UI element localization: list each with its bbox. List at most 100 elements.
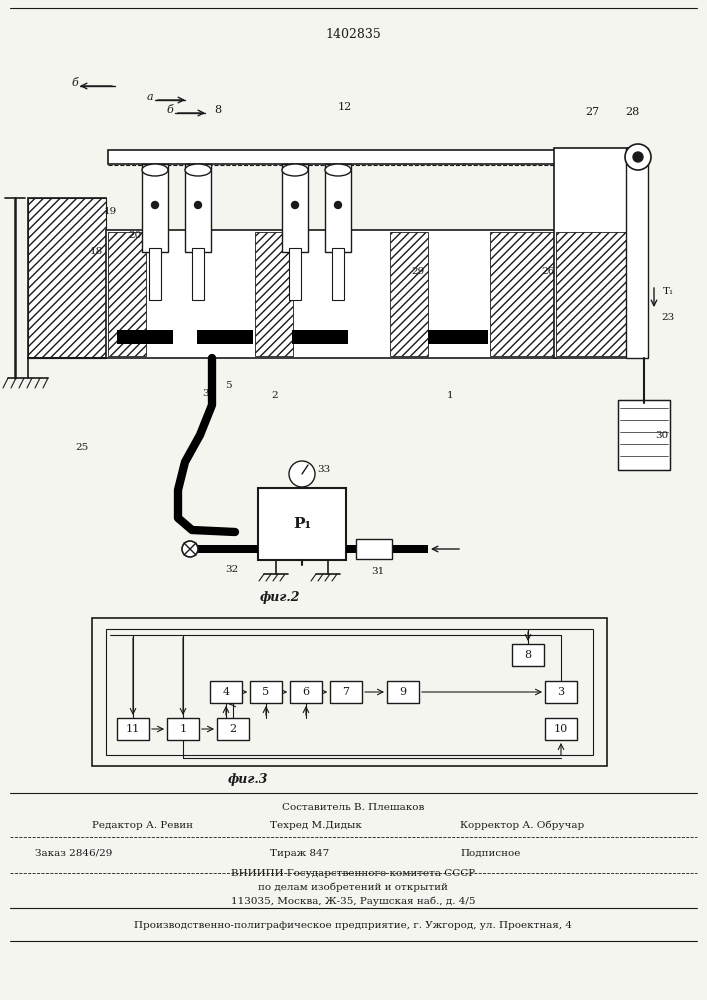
Text: Подписное: Подписное [460,848,520,857]
Text: 8: 8 [214,105,221,115]
Text: Составитель В. Плешаков: Составитель В. Плешаков [282,804,424,812]
Text: 4: 4 [223,687,230,697]
Bar [556,232,640,356]
Circle shape [194,202,201,209]
Text: по делам изобретений и открытий: по делам изобретений и открытий [258,882,448,892]
Bar [490,232,554,356]
Bar [142,164,168,252]
Text: 25: 25 [76,444,88,452]
Text: Редактор А. Ревин: Редактор А. Ревин [92,820,193,830]
Circle shape [151,202,158,209]
Text: 23: 23 [661,314,674,322]
Text: 2: 2 [230,724,237,734]
Bar [117,718,149,740]
Text: 7: 7 [342,687,349,697]
Text: 3: 3 [557,687,565,697]
Bar [545,718,577,740]
Text: 29: 29 [411,267,425,276]
Text: 11: 11 [126,724,140,734]
Bar [325,164,351,252]
Text: 19: 19 [103,208,117,217]
Text: 1: 1 [447,391,453,400]
Text: 31: 31 [371,568,385,576]
Text: 5: 5 [225,381,231,390]
Text: Производственно-полиграфическое предприятие, г. Ужгород, ул. Проектная, 4: Производственно-полиграфическое предприя… [134,920,572,930]
Text: фиг.3: фиг.3 [228,774,268,786]
Circle shape [289,461,315,487]
Bar [108,232,146,356]
Circle shape [291,202,298,209]
Bar [290,681,322,703]
Text: 1: 1 [180,724,187,734]
Bar [92,618,607,766]
Text: 18: 18 [89,247,103,256]
Bar [332,248,344,300]
Text: ВНИИПИ Государственного комитета СССР: ВНИИПИ Государственного комитета СССР [231,868,475,878]
Bar [289,248,301,300]
Bar [258,488,346,560]
Text: 33: 33 [317,464,331,474]
Text: 8: 8 [525,650,532,660]
Bar [428,330,488,344]
Text: 27: 27 [585,107,599,117]
Text: фиг.2: фиг.2 [259,591,300,604]
Bar [356,539,392,559]
Bar [197,330,253,344]
Text: 113035, Москва, Ж-35, Раушская наб., д. 4/5: 113035, Москва, Ж-35, Раушская наб., д. … [230,896,475,906]
Text: 5: 5 [262,687,269,697]
Text: Тираж 847: Тираж 847 [270,848,329,857]
Bar [106,629,593,755]
Bar [330,681,362,703]
Bar [545,681,577,703]
Bar [554,148,642,358]
Circle shape [633,152,643,162]
Ellipse shape [325,164,351,176]
Text: 30: 30 [655,430,669,440]
Bar [292,330,348,344]
Bar [346,545,428,553]
Bar [192,248,204,300]
Bar [28,198,106,358]
Bar [185,164,211,252]
Bar [210,681,242,703]
Text: 10: 10 [554,724,568,734]
Text: б: б [71,78,78,88]
Bar [250,681,282,703]
Bar [387,681,419,703]
Text: 6: 6 [303,687,310,697]
Bar [618,400,670,470]
Bar [117,330,173,344]
Circle shape [334,202,341,209]
Bar [149,248,161,300]
Text: 2: 2 [271,391,279,400]
Text: 12: 12 [338,102,352,112]
Bar [108,150,638,164]
Text: 3: 3 [203,388,209,397]
Text: 20: 20 [129,231,141,239]
Text: 1402835: 1402835 [325,28,381,41]
Bar [390,232,428,356]
Bar [217,718,249,740]
Text: 28: 28 [625,107,639,117]
Text: 32: 32 [226,566,239,574]
Text: 26: 26 [542,267,554,276]
Text: T₁: T₁ [662,288,674,296]
Ellipse shape [185,164,211,176]
Bar [282,164,308,252]
Text: 9: 9 [399,687,407,697]
Circle shape [625,144,651,170]
Text: Техред М.Дидык: Техред М.Дидык [270,820,362,830]
Bar [106,230,556,358]
Ellipse shape [282,164,308,176]
Bar [255,232,293,356]
Bar [512,644,544,666]
Text: а: а [146,92,153,102]
Ellipse shape [142,164,168,176]
Text: P₁: P₁ [293,517,311,531]
Bar [626,148,648,358]
Text: Заказ 2846/29: Заказ 2846/29 [35,848,112,857]
Text: Корректор А. Обручар: Корректор А. Обручар [460,820,584,830]
Text: б: б [167,105,173,115]
Circle shape [182,541,198,557]
Bar [167,718,199,740]
